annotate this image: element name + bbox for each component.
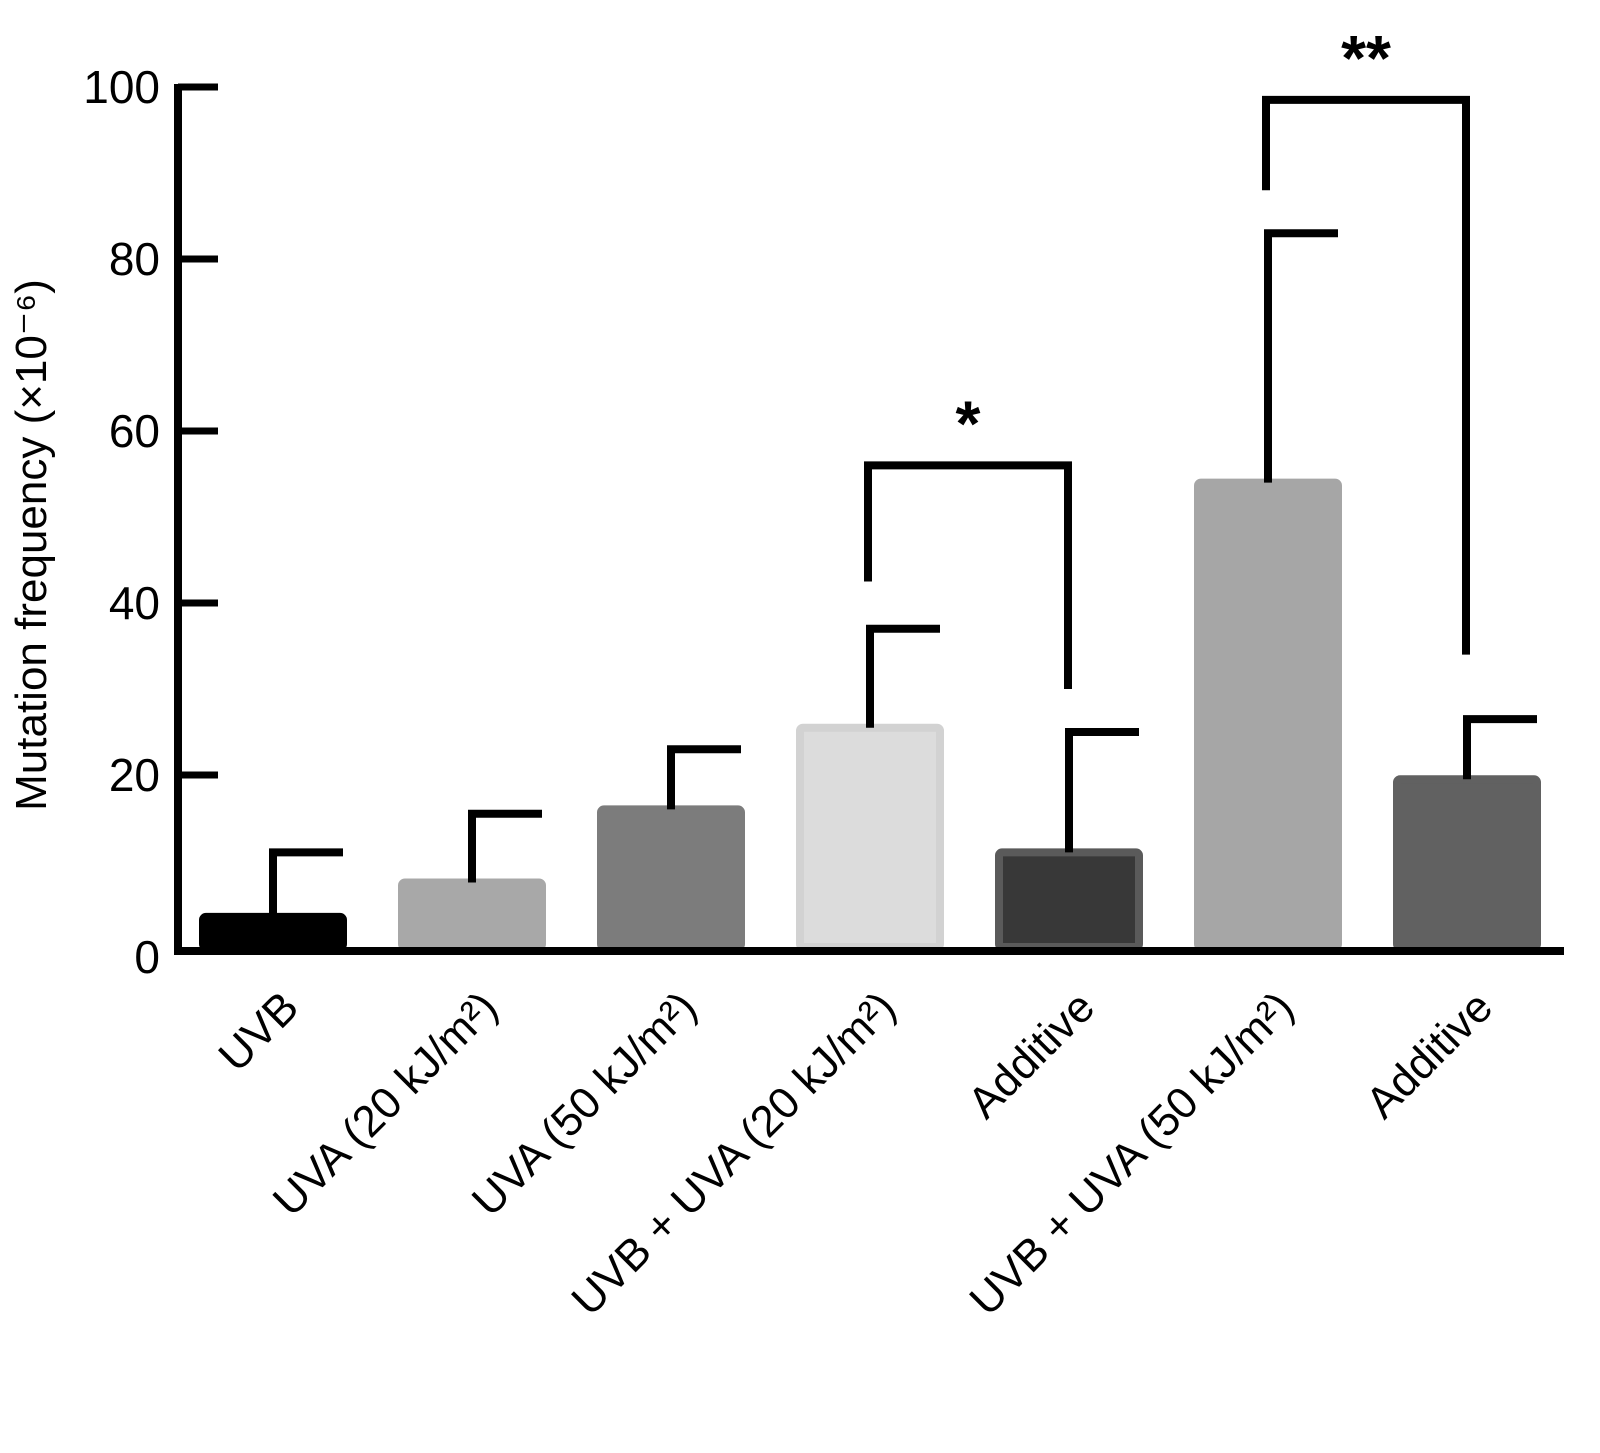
bar (796, 723, 944, 952)
bar (199, 912, 347, 952)
y-tick-label: 100 (83, 61, 160, 113)
bar (1393, 775, 1541, 951)
category-label: UVB (209, 982, 308, 1081)
error-bars-layer (269, 229, 1537, 917)
bar (597, 805, 745, 952)
y-tick-label: 40 (109, 577, 160, 629)
significance-label: ** (1341, 22, 1391, 94)
category-label: Additive (959, 982, 1104, 1127)
axes-layer (174, 84, 1564, 955)
significance-layer: *** (864, 22, 1470, 689)
y-ticks-layer: 0 20 40 60 80 100 (83, 61, 218, 983)
bar (398, 878, 546, 951)
category-label: UVB + UVA (50 kJ/m²) (960, 982, 1303, 1325)
y-tick-label: 60 (109, 405, 160, 457)
bar (995, 848, 1143, 952)
category-label: UVB + UVA (20 kJ/m²) (562, 982, 905, 1325)
significance-bracket (864, 461, 1072, 689)
category-label: Additive (1357, 982, 1502, 1127)
y-tick-label: 0 (134, 931, 160, 983)
bar (1194, 478, 1342, 951)
y-axis-title: Mutation frequency (×10⁻⁶) (7, 279, 56, 811)
significance-label: * (956, 387, 981, 459)
y-tick-label: 20 (109, 749, 160, 801)
significance-bracket (1262, 95, 1470, 655)
y-tick-label: 80 (109, 233, 160, 285)
